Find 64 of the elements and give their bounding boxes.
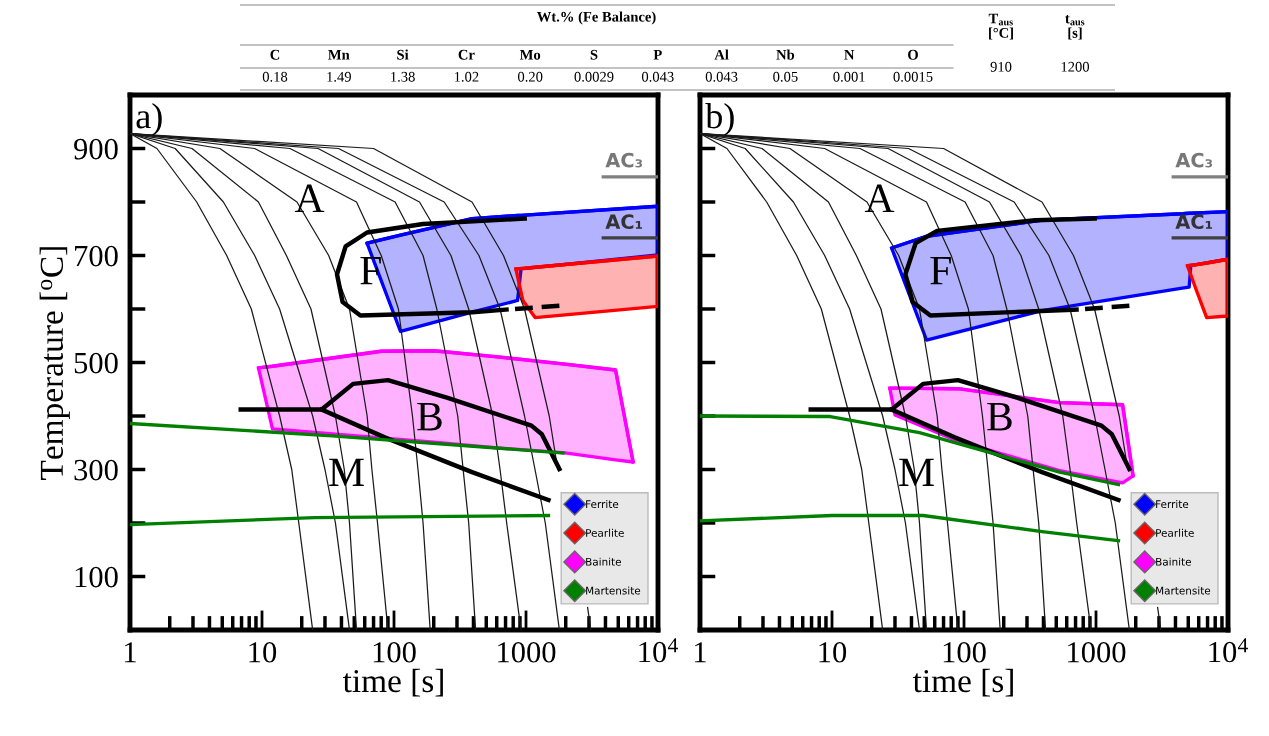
y-tick-label: 500 bbox=[74, 352, 118, 374]
x-tick-label: 10 bbox=[819, 641, 847, 663]
text: 1.02 bbox=[454, 71, 479, 82]
annotation: AC₁ bbox=[605, 214, 643, 230]
x-tick-label: 10$^{4}$ bbox=[1209, 638, 1248, 663]
category-label: Al bbox=[714, 49, 729, 60]
x-tick-label: 10$^{4}$ bbox=[639, 638, 678, 663]
x-tick-label: 1 bbox=[125, 642, 136, 663]
annotation: B bbox=[987, 403, 1012, 431]
x-tick-label: 1 bbox=[695, 642, 706, 663]
text: 0.043 bbox=[705, 71, 738, 82]
text: 1.49 bbox=[327, 71, 351, 82]
legend-label: Pearlite bbox=[1156, 528, 1194, 537]
category-label: P bbox=[653, 49, 662, 60]
category-label: Cr bbox=[458, 49, 475, 60]
legend-label: Bainite bbox=[586, 557, 621, 566]
text: 1200 bbox=[1061, 61, 1090, 72]
category-label: Si bbox=[397, 49, 409, 60]
text: 0.043 bbox=[641, 71, 674, 82]
legend-label: Ferrite bbox=[1156, 499, 1189, 509]
legend-label: Pearlite bbox=[586, 528, 624, 537]
y-axis-title: Temperature [$^{o}$C] bbox=[39, 247, 70, 480]
x-tick-label: 10 bbox=[249, 641, 277, 663]
annotation: F bbox=[930, 256, 951, 285]
annotation: A bbox=[294, 184, 325, 213]
legend-label: Ferrite bbox=[586, 499, 619, 509]
annotation: AC₃ bbox=[1175, 152, 1213, 168]
category-label: Mo bbox=[519, 49, 541, 60]
x-tick-label: 100 bbox=[373, 641, 416, 663]
legend-label: Martensite bbox=[586, 586, 641, 595]
text: t$_{aus}$ [s] bbox=[1065, 15, 1085, 40]
y-tick-label: 900 bbox=[74, 138, 118, 160]
x-tick-label: 1000 bbox=[498, 641, 556, 663]
annotation: b) bbox=[705, 103, 734, 136]
annotation: AC₃ bbox=[605, 152, 643, 168]
annotation: A bbox=[864, 184, 895, 213]
text: T$_{aus}$ [°C] bbox=[988, 13, 1013, 40]
text: 0.20 bbox=[518, 71, 543, 82]
x-axis-title: time [s] bbox=[912, 668, 1013, 697]
text: 1.38 bbox=[391, 71, 415, 82]
x-axis-title: time [s] bbox=[342, 668, 443, 697]
text: 0.0015 bbox=[893, 71, 933, 82]
category-label: Mn bbox=[328, 49, 350, 60]
text: 0.001 bbox=[833, 71, 865, 82]
y-tick-label: 300 bbox=[74, 459, 118, 481]
legend-label: Martensite bbox=[1156, 586, 1211, 595]
text: 910 bbox=[990, 61, 1012, 72]
x-tick-label: 100 bbox=[943, 641, 986, 663]
category-label: C bbox=[270, 49, 280, 60]
text: 0.0029 bbox=[574, 71, 614, 82]
annotation: a) bbox=[136, 103, 162, 136]
annotation: AC₁ bbox=[1175, 214, 1213, 230]
x-tick-label: 1000 bbox=[1068, 641, 1126, 663]
text: 0.18 bbox=[262, 71, 288, 82]
y-tick-label: 100 bbox=[75, 566, 118, 588]
category-label: N bbox=[844, 49, 855, 60]
text: Wt.% (Fe Balance) bbox=[536, 11, 656, 25]
legend-label: Bainite bbox=[1156, 557, 1191, 566]
text: 0.05 bbox=[773, 71, 798, 82]
category-label: Nb bbox=[776, 49, 795, 60]
annotation: B bbox=[417, 403, 442, 431]
category-label: O bbox=[908, 49, 918, 60]
category-label: S bbox=[590, 49, 598, 60]
y-tick-label: 700 bbox=[75, 245, 118, 267]
